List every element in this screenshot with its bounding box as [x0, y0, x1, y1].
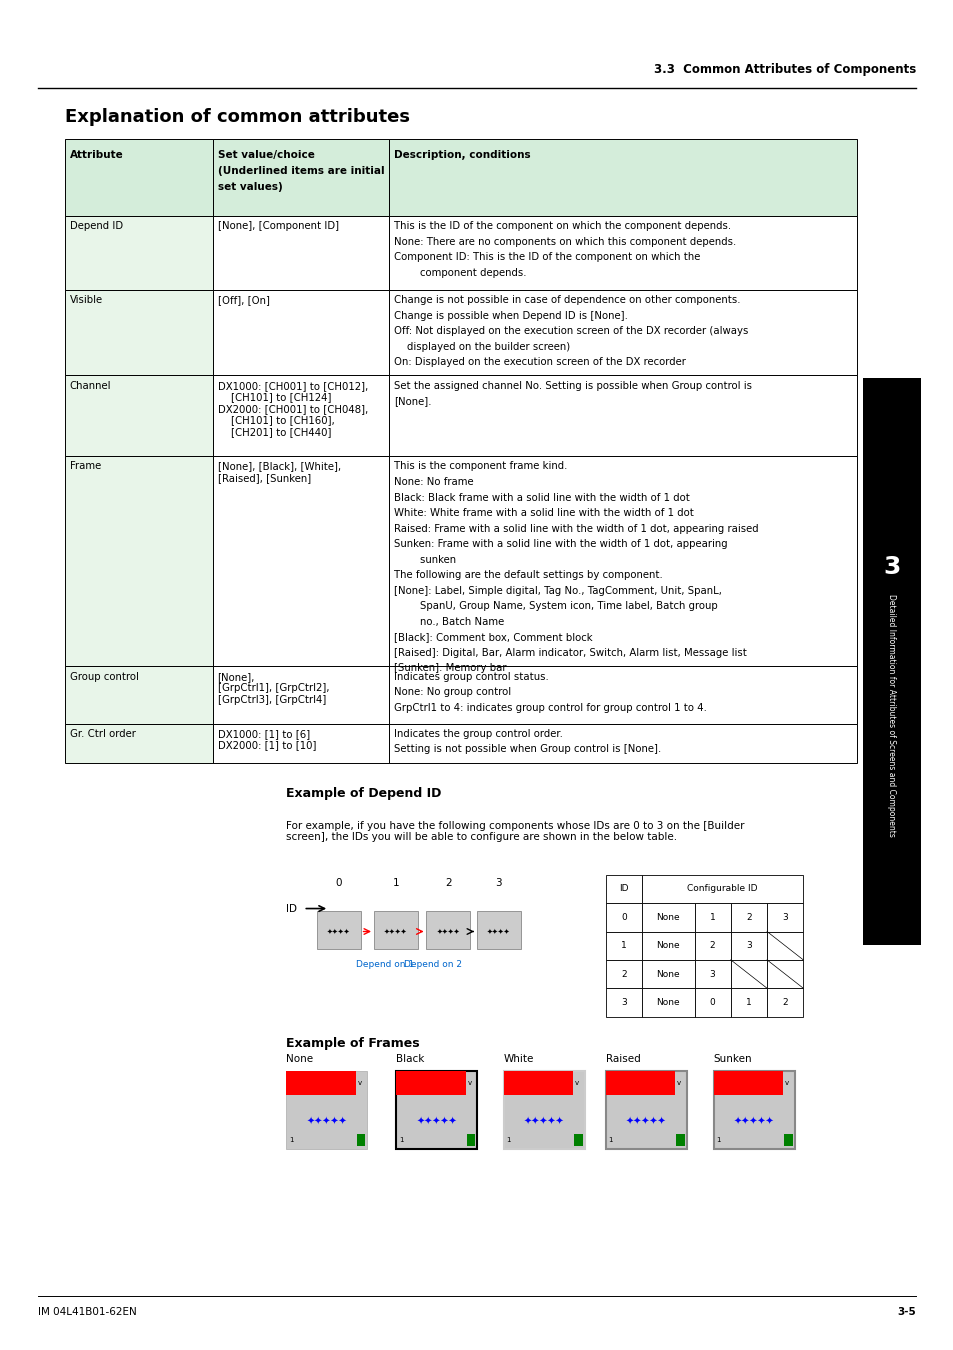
Text: ✦✦✦✦: ✦✦✦✦	[327, 929, 350, 934]
FancyBboxPatch shape	[389, 216, 856, 290]
Text: 1: 1	[716, 1138, 720, 1143]
FancyBboxPatch shape	[389, 375, 856, 456]
Text: Set the assigned channel No. Setting is possible when Group control is: Set the assigned channel No. Setting is …	[394, 381, 751, 390]
Text: component depends.: component depends.	[394, 267, 526, 278]
Text: 1: 1	[745, 998, 751, 1007]
Text: Set value/choice: Set value/choice	[217, 150, 314, 159]
Text: Channel: Channel	[70, 381, 112, 390]
Text: Change is not possible in case of dependence on other components.: Change is not possible in case of depend…	[394, 296, 740, 305]
Text: Depend on 1: Depend on 1	[355, 960, 414, 969]
FancyBboxPatch shape	[641, 875, 802, 903]
FancyBboxPatch shape	[605, 931, 641, 960]
Text: 2: 2	[445, 879, 451, 888]
FancyBboxPatch shape	[213, 216, 389, 290]
Text: [Black]: Comment box, Comment block: [Black]: Comment box, Comment block	[394, 632, 592, 643]
FancyBboxPatch shape	[694, 988, 730, 1017]
FancyBboxPatch shape	[766, 960, 802, 988]
Text: 3: 3	[745, 941, 751, 950]
Text: Sunken: Sunken	[713, 1054, 751, 1064]
Text: (Underlined items are initial: (Underlined items are initial	[217, 166, 384, 176]
FancyBboxPatch shape	[65, 290, 213, 375]
Text: [Raised]: Digital, Bar, Alarm indicator, Switch, Alarm list, Message list: [Raised]: Digital, Bar, Alarm indicator,…	[394, 648, 746, 657]
Text: DX1000: [1] to [6]
DX2000: [1] to [10]: DX1000: [1] to [6] DX2000: [1] to [10]	[217, 729, 315, 751]
FancyBboxPatch shape	[766, 931, 802, 960]
Text: 1: 1	[398, 1138, 403, 1143]
FancyBboxPatch shape	[503, 1071, 573, 1095]
Text: None: None	[656, 941, 679, 950]
FancyBboxPatch shape	[286, 1071, 367, 1149]
Text: ✦✦✦✦✦: ✦✦✦✦✦	[306, 1116, 347, 1127]
FancyBboxPatch shape	[605, 875, 641, 903]
Text: For example, if you have the following components whose IDs are 0 to 3 on the [B: For example, if you have the following c…	[286, 821, 744, 842]
Text: Configurable ID: Configurable ID	[687, 884, 757, 894]
Text: v: v	[677, 1080, 680, 1085]
Text: SpanU, Group Name, System icon, Time label, Batch group: SpanU, Group Name, System icon, Time lab…	[394, 601, 717, 612]
Text: 1: 1	[620, 941, 626, 950]
Text: Detailed Information for Attributes of Screens and Components: Detailed Information for Attributes of S…	[886, 594, 896, 837]
FancyBboxPatch shape	[605, 1071, 675, 1095]
Text: White: White	[503, 1054, 534, 1064]
Text: Example of Depend ID: Example of Depend ID	[286, 787, 441, 801]
FancyBboxPatch shape	[605, 1071, 686, 1149]
FancyBboxPatch shape	[641, 988, 694, 1017]
Text: [None].: [None].	[394, 396, 431, 406]
FancyBboxPatch shape	[713, 1071, 782, 1095]
FancyBboxPatch shape	[213, 456, 389, 667]
FancyBboxPatch shape	[65, 724, 213, 763]
FancyBboxPatch shape	[389, 139, 856, 216]
Text: IM 04L41B01-62EN: IM 04L41B01-62EN	[38, 1307, 137, 1316]
Text: None: None	[286, 1054, 313, 1064]
Text: v: v	[467, 1080, 471, 1085]
Text: [Sunken]: Memory bar: [Sunken]: Memory bar	[394, 663, 506, 674]
Text: Indicates the group control order.: Indicates the group control order.	[394, 729, 562, 738]
Text: 2: 2	[709, 941, 715, 950]
FancyBboxPatch shape	[389, 667, 856, 724]
FancyBboxPatch shape	[213, 290, 389, 375]
FancyBboxPatch shape	[641, 931, 694, 960]
FancyBboxPatch shape	[374, 911, 417, 949]
FancyBboxPatch shape	[65, 139, 213, 216]
Text: ✦✦✦✦✦: ✦✦✦✦✦	[416, 1116, 456, 1127]
Text: v: v	[784, 1080, 788, 1085]
Text: displayed on the builder screen): displayed on the builder screen)	[394, 342, 570, 351]
Text: 3: 3	[620, 998, 626, 1007]
Text: None: None	[656, 998, 679, 1007]
Text: On: Displayed on the execution screen of the DX recorder: On: Displayed on the execution screen of…	[394, 358, 685, 367]
Text: ✦✦✦✦✦: ✦✦✦✦✦	[625, 1116, 666, 1127]
FancyBboxPatch shape	[730, 903, 766, 932]
Text: None: No frame: None: No frame	[394, 477, 473, 487]
Text: ✦✦✦✦✦: ✦✦✦✦✦	[733, 1116, 774, 1127]
Text: 2: 2	[620, 969, 626, 979]
Text: 3: 3	[882, 555, 900, 579]
Text: [None], [Component ID]: [None], [Component ID]	[217, 221, 338, 231]
Text: sunken: sunken	[394, 555, 456, 564]
Text: 3-5: 3-5	[896, 1307, 915, 1316]
FancyBboxPatch shape	[389, 290, 856, 375]
FancyBboxPatch shape	[641, 960, 694, 988]
Text: Group control: Group control	[70, 672, 138, 682]
FancyBboxPatch shape	[213, 139, 389, 216]
FancyBboxPatch shape	[395, 1071, 465, 1095]
Text: None: None	[656, 969, 679, 979]
FancyBboxPatch shape	[730, 931, 766, 960]
FancyBboxPatch shape	[213, 375, 389, 456]
Text: Raised: Frame with a solid line with the width of 1 dot, appearing raised: Raised: Frame with a solid line with the…	[394, 524, 758, 533]
Text: Sunken: Frame with a solid line with the width of 1 dot, appearing: Sunken: Frame with a solid line with the…	[394, 539, 727, 549]
FancyBboxPatch shape	[65, 456, 213, 667]
Text: GrpCtrl1 to 4: indicates group control for group control 1 to 4.: GrpCtrl1 to 4: indicates group control f…	[394, 703, 706, 713]
Text: ✦✦✦✦: ✦✦✦✦	[436, 929, 459, 934]
Text: None: No group control: None: No group control	[394, 687, 511, 698]
FancyBboxPatch shape	[316, 911, 360, 949]
FancyBboxPatch shape	[426, 911, 470, 949]
FancyBboxPatch shape	[766, 903, 802, 932]
Text: Example of Frames: Example of Frames	[286, 1037, 419, 1050]
Text: Frame: Frame	[70, 462, 101, 471]
FancyBboxPatch shape	[356, 1134, 365, 1146]
Text: Off: Not displayed on the execution screen of the DX recorder (always: Off: Not displayed on the execution scre…	[394, 327, 747, 336]
FancyBboxPatch shape	[605, 903, 641, 932]
Text: This is the ID of the component on which the component depends.: This is the ID of the component on which…	[394, 221, 730, 231]
FancyBboxPatch shape	[641, 903, 694, 932]
Text: 1: 1	[709, 913, 715, 922]
FancyBboxPatch shape	[503, 1071, 584, 1149]
FancyBboxPatch shape	[286, 1071, 355, 1095]
